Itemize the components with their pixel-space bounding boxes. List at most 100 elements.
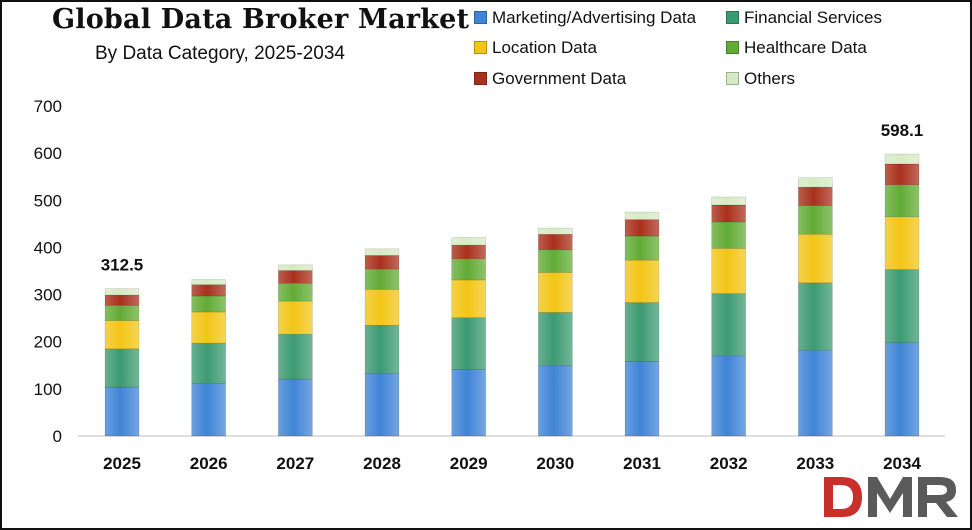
legend-label-marketing: Marketing/Advertising Data: [492, 8, 697, 27]
bar-segment: [798, 177, 833, 188]
legend-item-healthcare: Healthcare Data: [726, 38, 867, 58]
bar-segment: [884, 163, 920, 186]
x-tick-label: 2031: [623, 454, 661, 473]
bar-segment: [191, 279, 226, 285]
bar-segment: [364, 255, 400, 270]
bar-segment: [538, 272, 573, 313]
legend-label-location: Location Data: [492, 38, 597, 57]
y-tick-label: 300: [34, 286, 62, 305]
legend-swatch-financial: [726, 11, 739, 24]
x-tick-label: 2032: [710, 454, 748, 473]
x-tick-label: 2029: [450, 454, 488, 473]
total-data-label: 312.5: [101, 256, 144, 275]
bar-segment: [451, 279, 486, 318]
bar-segment: [624, 235, 660, 261]
bar-segment: [711, 355, 746, 437]
bar-segment: [624, 211, 660, 220]
bar-segment: [624, 302, 660, 362]
bar-segment: [364, 324, 400, 374]
x-tick-label: 2025: [103, 454, 141, 473]
bar-segment: [104, 386, 140, 437]
chart-title: Global Data Broker Market: [52, 4, 470, 35]
y-tick-label: 400: [34, 238, 62, 257]
legend-label-financial: Financial Services: [744, 8, 882, 27]
bar-segment: [278, 378, 313, 437]
bar-segment: [538, 365, 573, 437]
legend-swatch-location: [474, 41, 487, 54]
chart-subtitle: By Data Category, 2025-2034: [95, 43, 345, 64]
bar-segment: [538, 233, 573, 251]
bar-segment: [104, 288, 140, 296]
legend-swatch-government: [474, 72, 487, 85]
bar-segment: [884, 153, 920, 165]
bar-segment: [364, 248, 400, 256]
legend-swatch-others: [726, 72, 739, 85]
y-tick-label: 500: [34, 191, 62, 210]
bar-segment: [451, 244, 486, 260]
brand-logo: [822, 471, 962, 526]
bar-segment: [104, 348, 140, 388]
legend-item-location: Location Data: [474, 38, 597, 58]
legend-item-government: Government Data: [474, 69, 626, 89]
legend-swatch-healthcare: [726, 41, 739, 54]
bar-segment: [798, 186, 833, 206]
bar-segment: [364, 289, 400, 326]
bar-segment: [711, 248, 746, 294]
bar-segment: [711, 196, 746, 206]
bar-segment: [538, 227, 573, 235]
bar-segment: [538, 249, 573, 273]
bar-segment: [798, 282, 833, 351]
bar-segment: [798, 233, 833, 284]
bar-segment: [191, 383, 226, 437]
legend-label-government: Government Data: [492, 69, 627, 88]
x-tick-label: 2028: [363, 454, 401, 473]
legend-label-others: Others: [744, 69, 796, 88]
bar-segment: [711, 204, 746, 223]
legend-item-marketing: Marketing/Advertising Data: [474, 8, 696, 28]
y-tick-label: 0: [53, 427, 62, 446]
bar-segment: [451, 258, 486, 281]
bar-segment: [884, 216, 920, 270]
bar-segment: [798, 349, 833, 437]
bar-segment: [191, 311, 226, 344]
bar-segment: [711, 221, 746, 249]
bar-segment: [104, 320, 140, 350]
bar-segment: [798, 205, 833, 235]
x-tick-label: 2030: [536, 454, 574, 473]
bar-segment: [624, 219, 660, 237]
legend-label-healthcare: Healthcare Data: [744, 38, 867, 57]
bar-segment: [884, 184, 920, 218]
y-tick-label: 700: [34, 97, 62, 116]
legend-swatch-marketing: [474, 11, 487, 24]
bar-segment: [278, 333, 313, 380]
bar-segment: [104, 305, 140, 321]
bar-segment: [711, 293, 746, 357]
bar-segment: [624, 361, 660, 437]
total-data-label: 598.1: [881, 121, 924, 140]
bar-segment: [278, 282, 313, 302]
x-tick-label: 2033: [796, 454, 834, 473]
bar-segment: [451, 369, 486, 437]
bar-segment: [104, 294, 140, 306]
x-tick-label: 2026: [190, 454, 228, 473]
legend-item-financial: Financial Services: [726, 8, 882, 28]
y-tick-label: 100: [34, 380, 62, 399]
bar-segment: [451, 317, 486, 370]
bar-segment: [884, 269, 920, 343]
bar-segment: [451, 237, 486, 246]
bar-segment: [624, 259, 660, 303]
bar-segment: [538, 312, 573, 367]
bar-segment: [364, 372, 400, 437]
bar-segment: [278, 270, 313, 284]
dmr-logo-icon: [822, 475, 962, 519]
bar-segment: [884, 342, 920, 437]
bar-segment: [364, 268, 400, 290]
bar-segment: [278, 300, 313, 335]
bar-segment: [278, 264, 313, 271]
bar-segment: [191, 295, 226, 313]
y-tick-label: 200: [34, 333, 62, 352]
y-tick-label: 600: [34, 144, 62, 163]
legend-item-others: Others: [726, 69, 795, 89]
x-tick-label: 2027: [276, 454, 314, 473]
bar-segment: [191, 284, 226, 297]
